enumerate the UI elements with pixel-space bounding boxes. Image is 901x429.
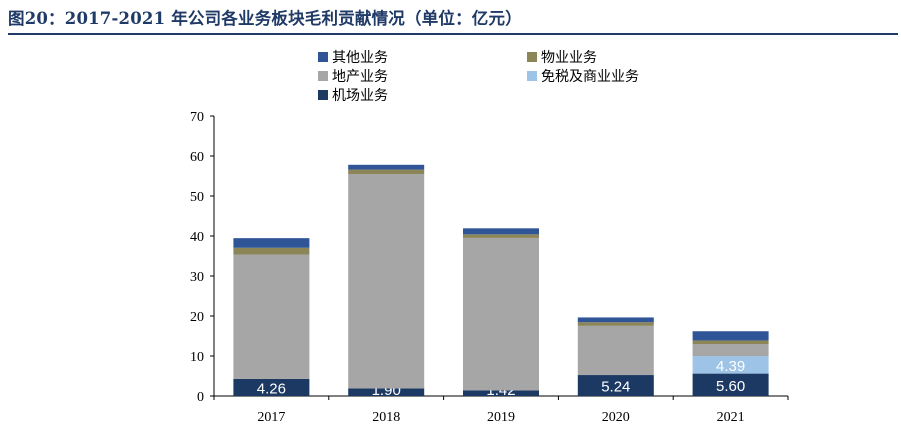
bar-segment bbox=[463, 228, 539, 235]
bar-segment bbox=[577, 317, 654, 323]
bar-segment bbox=[692, 340, 769, 345]
x-tick-label: 2020 bbox=[602, 410, 630, 425]
bar-segment bbox=[692, 356, 769, 374]
bar-segment bbox=[233, 254, 310, 379]
y-tick-label: 20 bbox=[190, 310, 204, 325]
y-tick-label: 70 bbox=[190, 110, 204, 125]
bar-segment bbox=[348, 388, 425, 396]
x-tick-label: 2017 bbox=[257, 410, 285, 425]
bar-segment bbox=[463, 237, 539, 391]
data-label: 4.39 bbox=[716, 358, 745, 375]
legend-swatch bbox=[318, 71, 328, 81]
y-tick-label: 10 bbox=[190, 350, 204, 365]
bar-segment bbox=[692, 331, 769, 341]
y-tick-label: 40 bbox=[190, 230, 204, 245]
bar-segment bbox=[233, 247, 310, 255]
legend-swatch bbox=[527, 71, 537, 81]
legend-swatch bbox=[527, 52, 537, 62]
y-tick-label: 30 bbox=[190, 270, 204, 285]
y-tick-label: 0 bbox=[197, 390, 204, 405]
x-tick-label: 2019 bbox=[487, 410, 515, 425]
bar-segment bbox=[233, 238, 310, 248]
bar-segment bbox=[577, 375, 654, 396]
legend-label: 机场业务 bbox=[332, 88, 388, 104]
data-label: 5.60 bbox=[716, 378, 745, 395]
legend-label: 地产业务 bbox=[332, 69, 388, 85]
bar-segment bbox=[463, 234, 539, 238]
bar-segment bbox=[692, 344, 769, 357]
bar-segment bbox=[348, 174, 425, 389]
y-tick-label: 50 bbox=[190, 190, 204, 205]
title-rule bbox=[8, 33, 898, 35]
data-label: 4.26 bbox=[257, 380, 286, 397]
legend-label: 免税及商业业务 bbox=[541, 69, 639, 85]
legend-swatch bbox=[318, 90, 328, 100]
bar-segment bbox=[463, 390, 539, 396]
data-label: 5.24 bbox=[601, 379, 630, 396]
bar-segment bbox=[692, 373, 769, 396]
bar-segment bbox=[577, 322, 654, 326]
legend-swatch bbox=[318, 52, 328, 62]
legend-label: 其他业务 bbox=[332, 50, 388, 66]
y-tick-label: 60 bbox=[190, 150, 204, 165]
x-tick-label: 2018 bbox=[372, 410, 400, 425]
x-tick-label: 2021 bbox=[717, 410, 745, 425]
bar-segment bbox=[577, 325, 654, 376]
bar-segment bbox=[348, 164, 425, 170]
legend-label: 物业业务 bbox=[541, 50, 597, 66]
bar-segment bbox=[348, 169, 425, 174]
figure-title: 图20：2017-2021 年公司各业务板块毛利贡献情况（单位：亿元） bbox=[8, 9, 522, 28]
bar-segment bbox=[233, 378, 310, 396]
